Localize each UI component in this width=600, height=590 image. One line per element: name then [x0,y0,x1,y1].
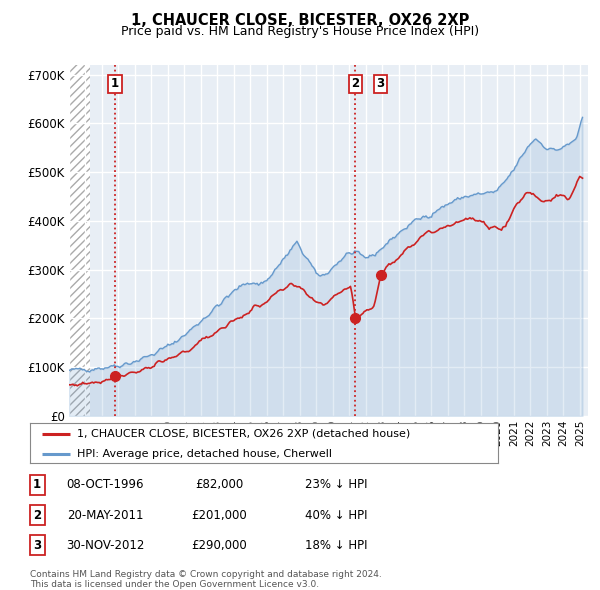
Text: £290,000: £290,000 [191,539,247,552]
Text: 2: 2 [33,509,41,522]
Text: 1, CHAUCER CLOSE, BICESTER, OX26 2XP (detached house): 1, CHAUCER CLOSE, BICESTER, OX26 2XP (de… [77,429,410,439]
Text: Price paid vs. HM Land Registry's House Price Index (HPI): Price paid vs. HM Land Registry's House … [121,25,479,38]
Text: £201,000: £201,000 [191,509,247,522]
Text: 08-OCT-1996: 08-OCT-1996 [66,478,144,491]
Text: 20-MAY-2011: 20-MAY-2011 [67,509,143,522]
Text: 2: 2 [351,77,359,90]
Text: 1: 1 [33,478,41,491]
Text: Contains HM Land Registry data © Crown copyright and database right 2024.: Contains HM Land Registry data © Crown c… [30,570,382,579]
Text: 18% ↓ HPI: 18% ↓ HPI [305,539,367,552]
Text: 40% ↓ HPI: 40% ↓ HPI [305,509,367,522]
Text: 30-NOV-2012: 30-NOV-2012 [66,539,144,552]
Text: This data is licensed under the Open Government Licence v3.0.: This data is licensed under the Open Gov… [30,579,319,589]
Bar [69,65,91,416]
Text: £82,000: £82,000 [195,478,243,491]
Text: HPI: Average price, detached house, Cherwell: HPI: Average price, detached house, Cher… [77,449,332,459]
Text: 23% ↓ HPI: 23% ↓ HPI [305,478,367,491]
Text: 1, CHAUCER CLOSE, BICESTER, OX26 2XP: 1, CHAUCER CLOSE, BICESTER, OX26 2XP [131,13,469,28]
Text: 3: 3 [377,77,385,90]
Text: 1: 1 [111,77,119,90]
Text: 3: 3 [33,539,41,552]
